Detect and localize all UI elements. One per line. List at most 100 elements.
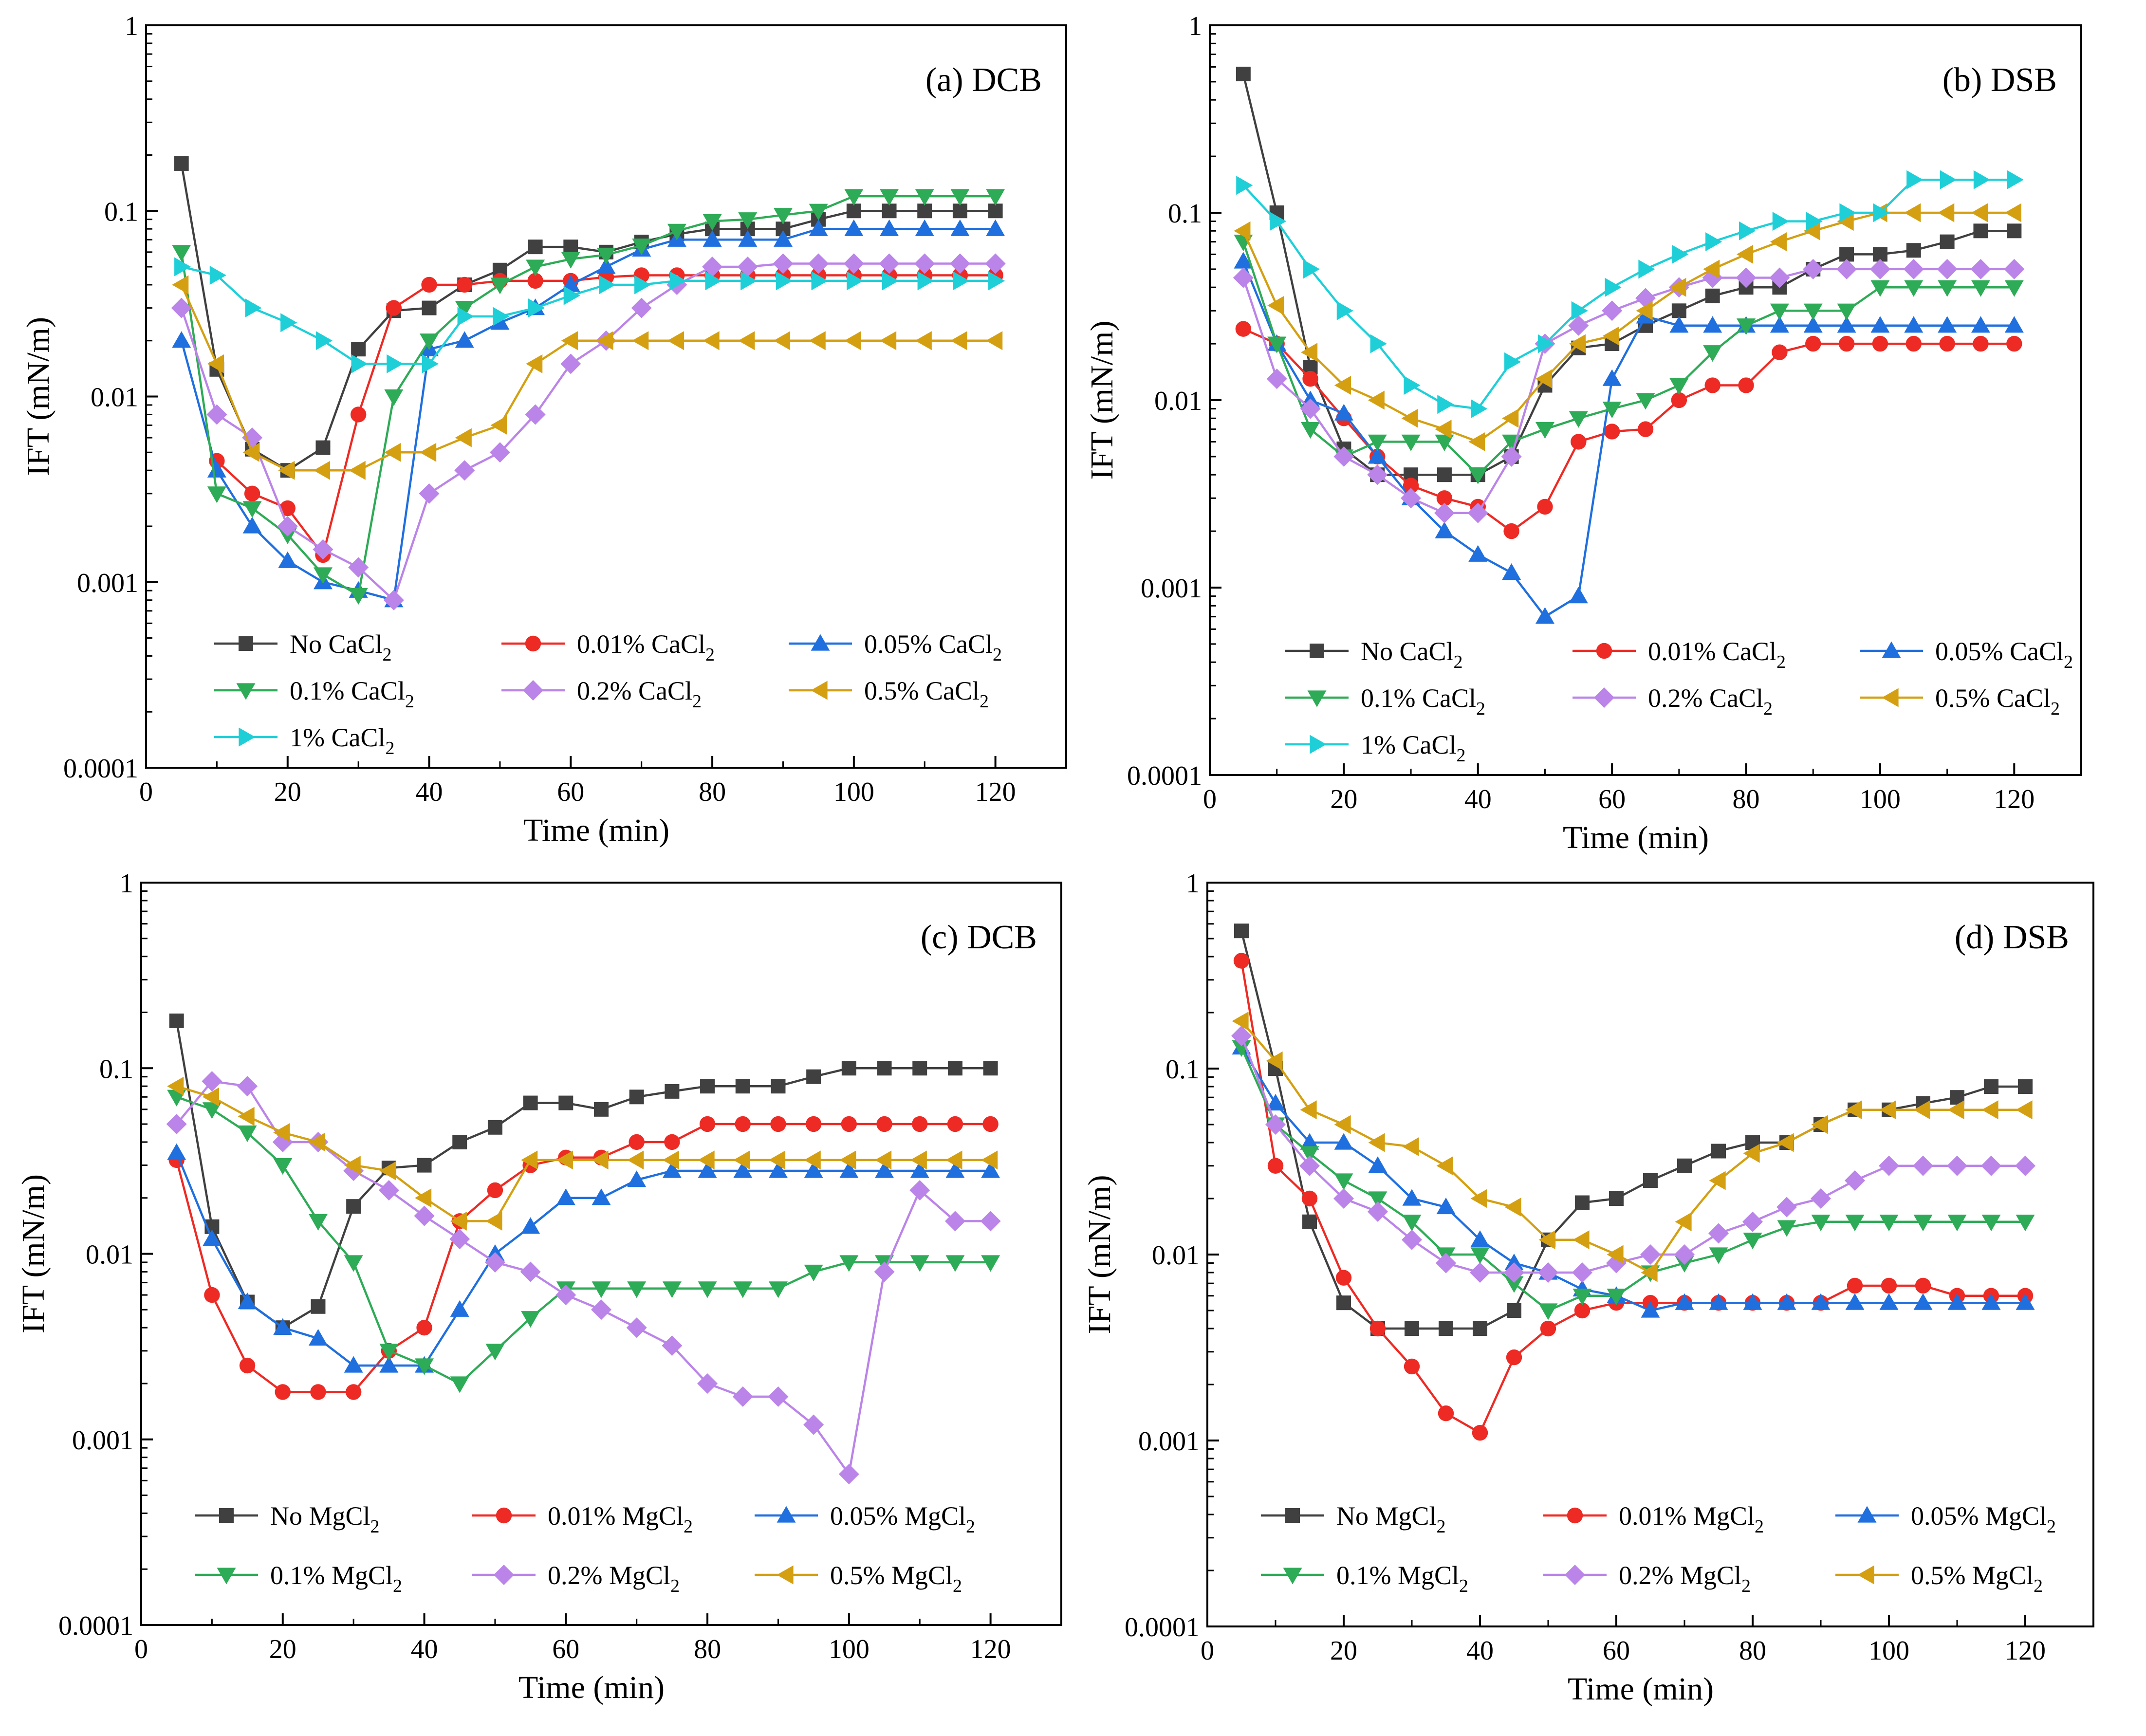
x-tick-label: 80 xyxy=(699,777,726,807)
data-point xyxy=(1607,1289,1626,1306)
legend-item: 0.5% CaCl2 xyxy=(789,676,989,712)
data-point xyxy=(1913,1293,1933,1310)
x-tick-label: 0 xyxy=(1203,784,1217,814)
data-point xyxy=(1915,1277,1931,1294)
data-point xyxy=(202,1102,222,1119)
legend-label: No CaCl2 xyxy=(290,629,392,665)
data-point xyxy=(735,1079,750,1094)
legend-marker xyxy=(1285,1508,1300,1523)
x-tick-label: 80 xyxy=(694,1634,721,1664)
data-point xyxy=(1811,1115,1828,1134)
legend-marker xyxy=(1310,735,1327,754)
data-point xyxy=(1368,1156,1388,1173)
data-point xyxy=(592,1150,609,1170)
data-point xyxy=(1470,1247,1490,1264)
data-point xyxy=(1435,420,1452,439)
chart-panel-a: 0 20 40 60 80 100 120 0.0001 0.001 0.01 0.1 1 Time (… xyxy=(20,11,1067,848)
data-point xyxy=(838,1464,859,1485)
data-point xyxy=(1845,1170,1865,1191)
data-point xyxy=(209,265,226,285)
series-2 xyxy=(1233,953,2034,1441)
data-point xyxy=(455,428,472,447)
legend-item: 0.2% MgCl2 xyxy=(1543,1561,1751,1596)
data-point xyxy=(1703,259,1720,279)
data-point xyxy=(455,331,474,348)
data-point xyxy=(1803,303,1823,320)
data-point xyxy=(705,271,722,291)
data-point xyxy=(1402,1137,1419,1157)
series-2 xyxy=(168,1116,999,1400)
data-point xyxy=(770,1116,786,1132)
data-point xyxy=(421,277,437,293)
data-point xyxy=(698,1150,715,1170)
data-point xyxy=(1334,404,1353,421)
data-point xyxy=(629,1134,645,1150)
series-line xyxy=(176,1096,991,1385)
data-point xyxy=(1709,1247,1728,1264)
data-point xyxy=(915,189,934,206)
data-point xyxy=(1609,1191,1624,1206)
data-point xyxy=(768,1281,788,1298)
data-point xyxy=(1435,434,1454,451)
data-point xyxy=(592,1188,611,1205)
legend-label: 0.1% MgCl2 xyxy=(270,1561,402,1596)
data-point xyxy=(917,271,934,291)
data-point xyxy=(1232,1040,1251,1057)
data-point xyxy=(558,1095,574,1110)
legend-marker xyxy=(1307,690,1327,707)
data-point xyxy=(1971,203,1988,222)
y-tick-label: 0.01 xyxy=(1154,386,1202,416)
legend-marker xyxy=(523,680,543,701)
data-point xyxy=(379,1161,396,1181)
data-point xyxy=(667,223,686,240)
y-tick-label: 1 xyxy=(120,868,133,899)
data-point xyxy=(1436,490,1453,506)
data-point xyxy=(732,1386,753,1407)
series-3 xyxy=(167,1143,1000,1373)
data-point xyxy=(1336,301,1353,320)
data-point xyxy=(2016,1293,2035,1310)
series-line xyxy=(181,265,996,365)
data-point xyxy=(1568,315,1589,336)
data-point xyxy=(1737,318,1756,335)
x-tick-label: 0 xyxy=(134,1634,148,1664)
x-tick-label: 20 xyxy=(274,777,301,807)
series-line xyxy=(175,1152,991,1367)
legend-label: 0.05% CaCl2 xyxy=(1935,637,2073,672)
data-point xyxy=(700,1079,715,1094)
legend-item: 0.5% CaCl2 xyxy=(1860,683,2060,719)
legend-label: 0.1% MgCl2 xyxy=(1336,1561,1468,1596)
data-point xyxy=(771,1079,786,1094)
data-point xyxy=(1504,352,1521,371)
data-point xyxy=(1777,1133,1794,1152)
data-point xyxy=(414,1205,435,1226)
data-point xyxy=(202,1087,220,1107)
data-point xyxy=(1973,170,1990,189)
data-point xyxy=(311,1299,326,1314)
panel-label: (d) DSB xyxy=(1955,919,2069,956)
data-point xyxy=(457,277,473,293)
data-point xyxy=(273,1123,290,1142)
legend: No MgCl2 0.01% MgCl2 0.05% MgCl2 0.1% MgCl2… xyxy=(1261,1501,2056,1596)
data-point xyxy=(313,539,333,560)
data-point xyxy=(563,240,578,255)
legend-item: 0.01% CaCl2 xyxy=(1572,637,1786,672)
data-point xyxy=(420,333,439,351)
legend-marker xyxy=(777,1565,794,1585)
data-point xyxy=(988,203,1003,219)
data-point xyxy=(1301,422,1320,439)
data-point xyxy=(422,300,437,315)
y-tick-label: 0.0001 xyxy=(1127,761,1202,791)
legend-label: 0.5% CaCl2 xyxy=(864,676,989,712)
data-point xyxy=(1981,1155,2001,1176)
data-point xyxy=(1811,1215,1831,1232)
data-point xyxy=(1473,1321,1487,1336)
data-point xyxy=(1300,1146,1319,1163)
x-tick-label: 100 xyxy=(833,777,874,807)
data-point xyxy=(1333,446,1354,467)
data-point xyxy=(662,1150,680,1170)
legend-item: 0.2% MgCl2 xyxy=(472,1561,680,1596)
data-point xyxy=(1674,1244,1695,1265)
data-point xyxy=(1301,1190,1318,1207)
series-1 xyxy=(1236,66,2022,482)
